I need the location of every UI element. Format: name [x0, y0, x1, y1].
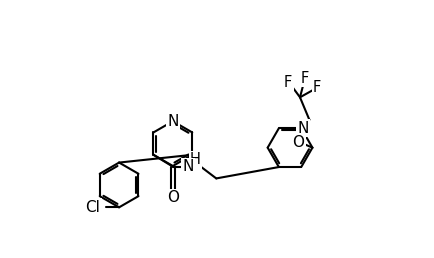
- Text: H: H: [190, 152, 201, 167]
- Text: Cl: Cl: [85, 200, 100, 215]
- Text: O: O: [293, 135, 304, 150]
- Text: F: F: [313, 80, 321, 95]
- Text: N: N: [183, 159, 194, 174]
- Text: N: N: [297, 121, 309, 136]
- Text: F: F: [284, 75, 293, 90]
- Text: O: O: [167, 190, 179, 205]
- Text: N: N: [167, 114, 178, 129]
- Text: F: F: [300, 70, 309, 85]
